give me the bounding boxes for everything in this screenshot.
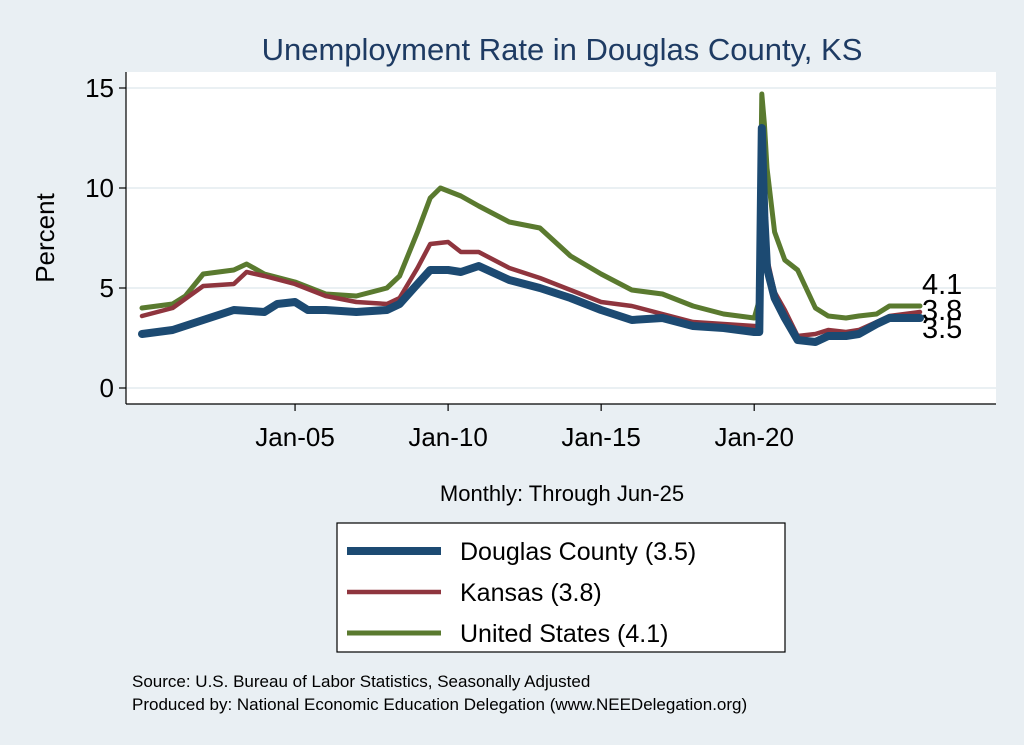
series-line-0 [138, 124, 924, 346]
end-label-1: 3.8 [922, 295, 962, 327]
x-tick-label: Jan-15 [561, 422, 641, 452]
source-line-1: Source: U.S. Bureau of Labor Statistics,… [132, 672, 590, 691]
x-tick-label: Jan-20 [714, 422, 794, 452]
source-line-2: Produced by: National Economic Education… [132, 695, 747, 714]
y-axis-label: Percent [30, 192, 60, 282]
plot-area [126, 72, 996, 404]
end-label-2: 4.1 [922, 269, 962, 301]
legend-label-2: United States (4.1) [460, 620, 668, 648]
x-axis: Jan-05 Jan-10 Jan-15 Jan-20 [255, 404, 794, 452]
x-axis-label: Monthly: Through Jun-25 [440, 481, 684, 506]
x-tick-label: Jan-10 [408, 422, 488, 452]
legend-label-1: Kansas (3.8) [460, 579, 602, 607]
y-tick-label: 5 [100, 273, 114, 303]
end-label-0: 3.5 [922, 313, 962, 345]
series-line-1 [139, 161, 923, 339]
y-axis: 0 5 10 15 [85, 73, 126, 403]
y-tick-label: 0 [100, 373, 114, 403]
y-tick-label: 10 [85, 173, 114, 203]
chart-title: Unemployment Rate in Douglas County, KS [262, 32, 863, 67]
x-tick-label: Jan-05 [255, 422, 335, 452]
series-group [138, 91, 924, 346]
end-labels: 3.53.84.1 [922, 269, 962, 345]
y-tick-label: 15 [85, 73, 114, 103]
legend-label-0: Douglas County (3.5) [460, 538, 696, 566]
legend: Douglas County (3.5) Kansas (3.8) United S… [336, 522, 786, 653]
